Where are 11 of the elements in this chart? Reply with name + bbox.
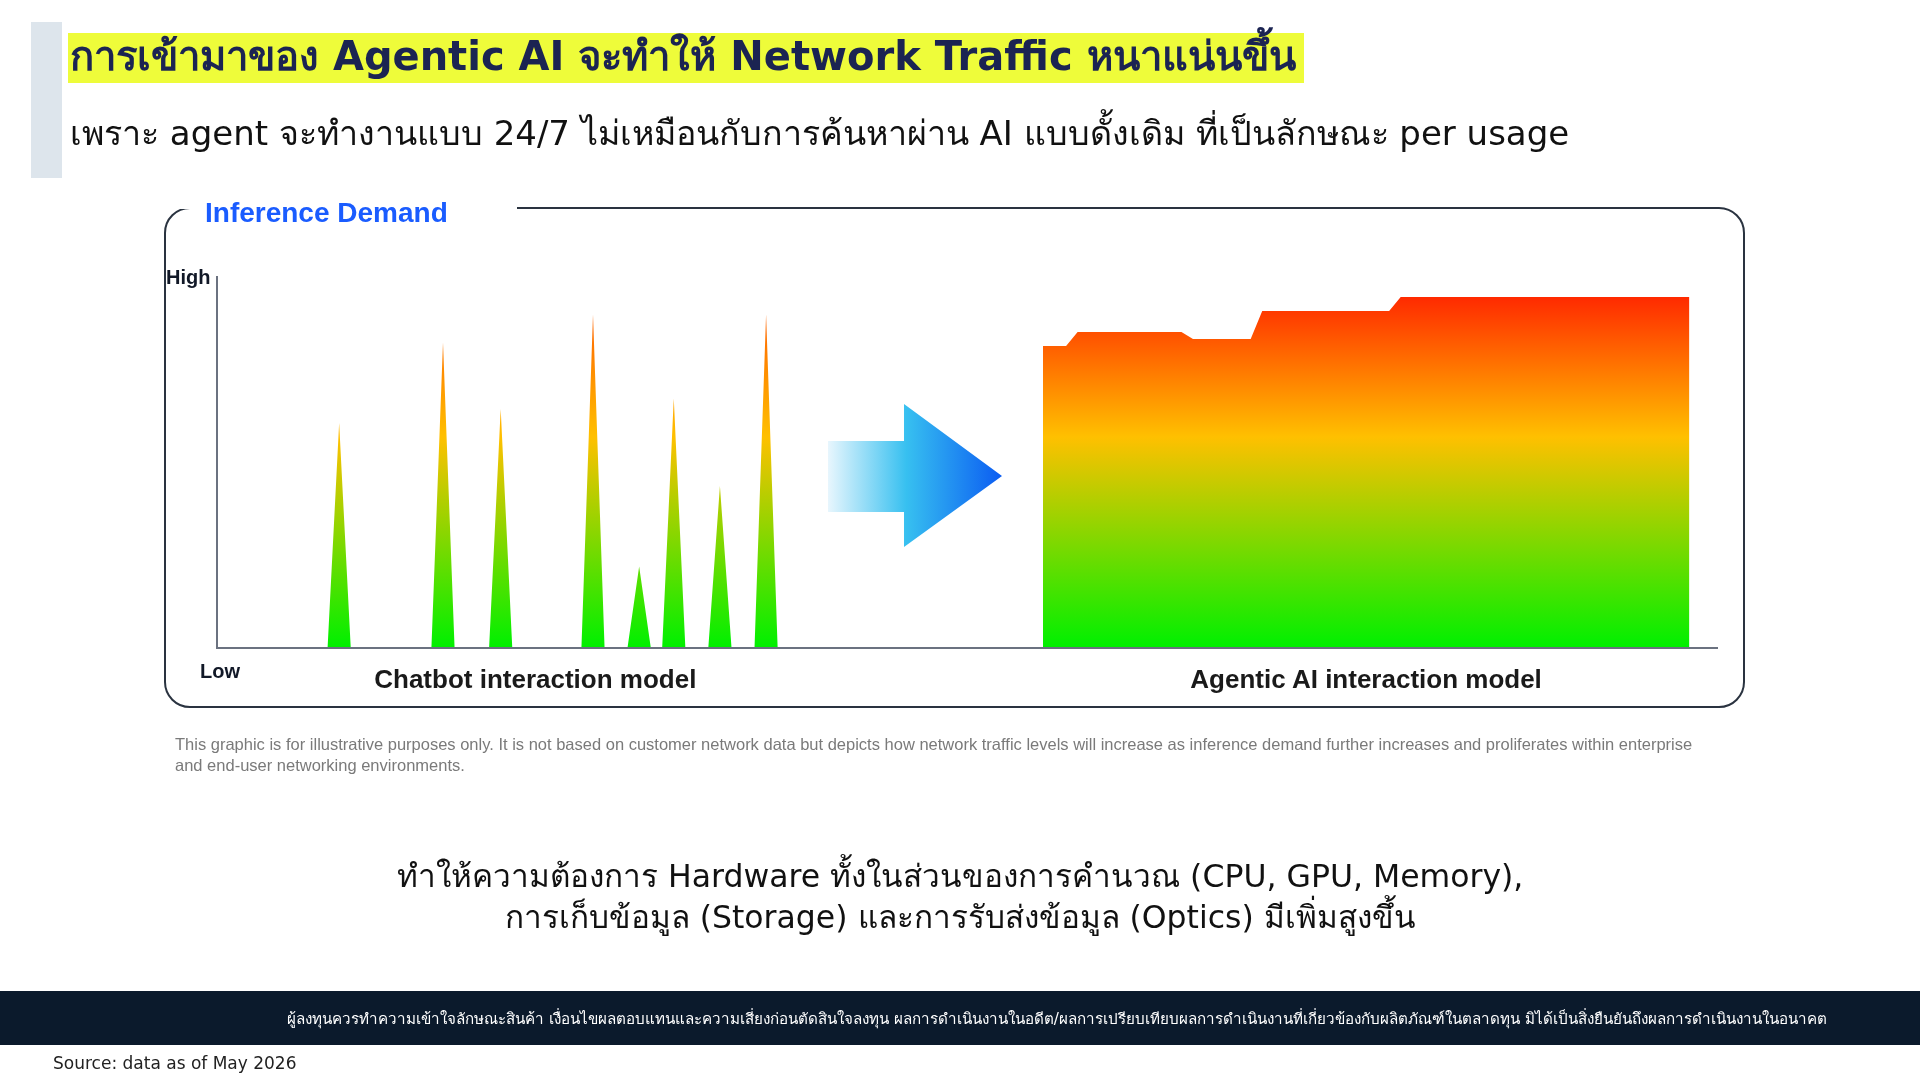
y-axis-title: Inference Demand xyxy=(205,197,448,228)
text: Low xyxy=(200,660,241,682)
text: ทำให้ความต้องการ Hardware ทั้งในส่วนของการคำนวณ (CPU, GPU, Memory), การเก็บข้อมูล (Storage) และการรับส่งข้อมูล (Optics) มีเพิ่มสูงขึ้น xyxy=(397,853,1524,936)
chart-title: การเข้ามาของ Agentic AI จะทำให้ Network Traffic หนาแน่นขึ้น xyxy=(70,27,1296,79)
x-tick-label: Agentic AI interaction model xyxy=(1190,664,1542,695)
x-tick-label: Chatbot interaction model xyxy=(374,664,697,695)
text: High xyxy=(166,266,211,288)
text: ผู้ลงทุนควรทำความเข้าใจลักษณะสินค้า เงื่อนไขผลตอบแทนและความเสี่ยงก่อนตัดสินใจลงทุน ผลการดำเนินงานในอดีต/ผลการเปรียบเทียบผลการดำเนินงานที่เกี่ยวข้องกับผลิตภัณฑ์ในตลาดทุน มิได้เป็นสิ่งยืนยันถึงผลการดำเนินงานในอนาคต xyxy=(287,1008,1827,1029)
chart-subtitle: เพราะ agent จะทำงานแบบ 24/7 ไม่เหมือนกับการค้นหาผ่าน AI แบบดั้งเดิม ที่เป็นลักษณะ per usage xyxy=(70,109,1570,154)
source-note: Source: data as of May 2026 xyxy=(53,1053,297,1073)
text: This graphic is for illustrative purposes only. It is not based on customer network data but depicts how network traffic levels will increase as inference demand further increases and proliferates within enterprise and end-user networking environments. xyxy=(175,735,1693,775)
